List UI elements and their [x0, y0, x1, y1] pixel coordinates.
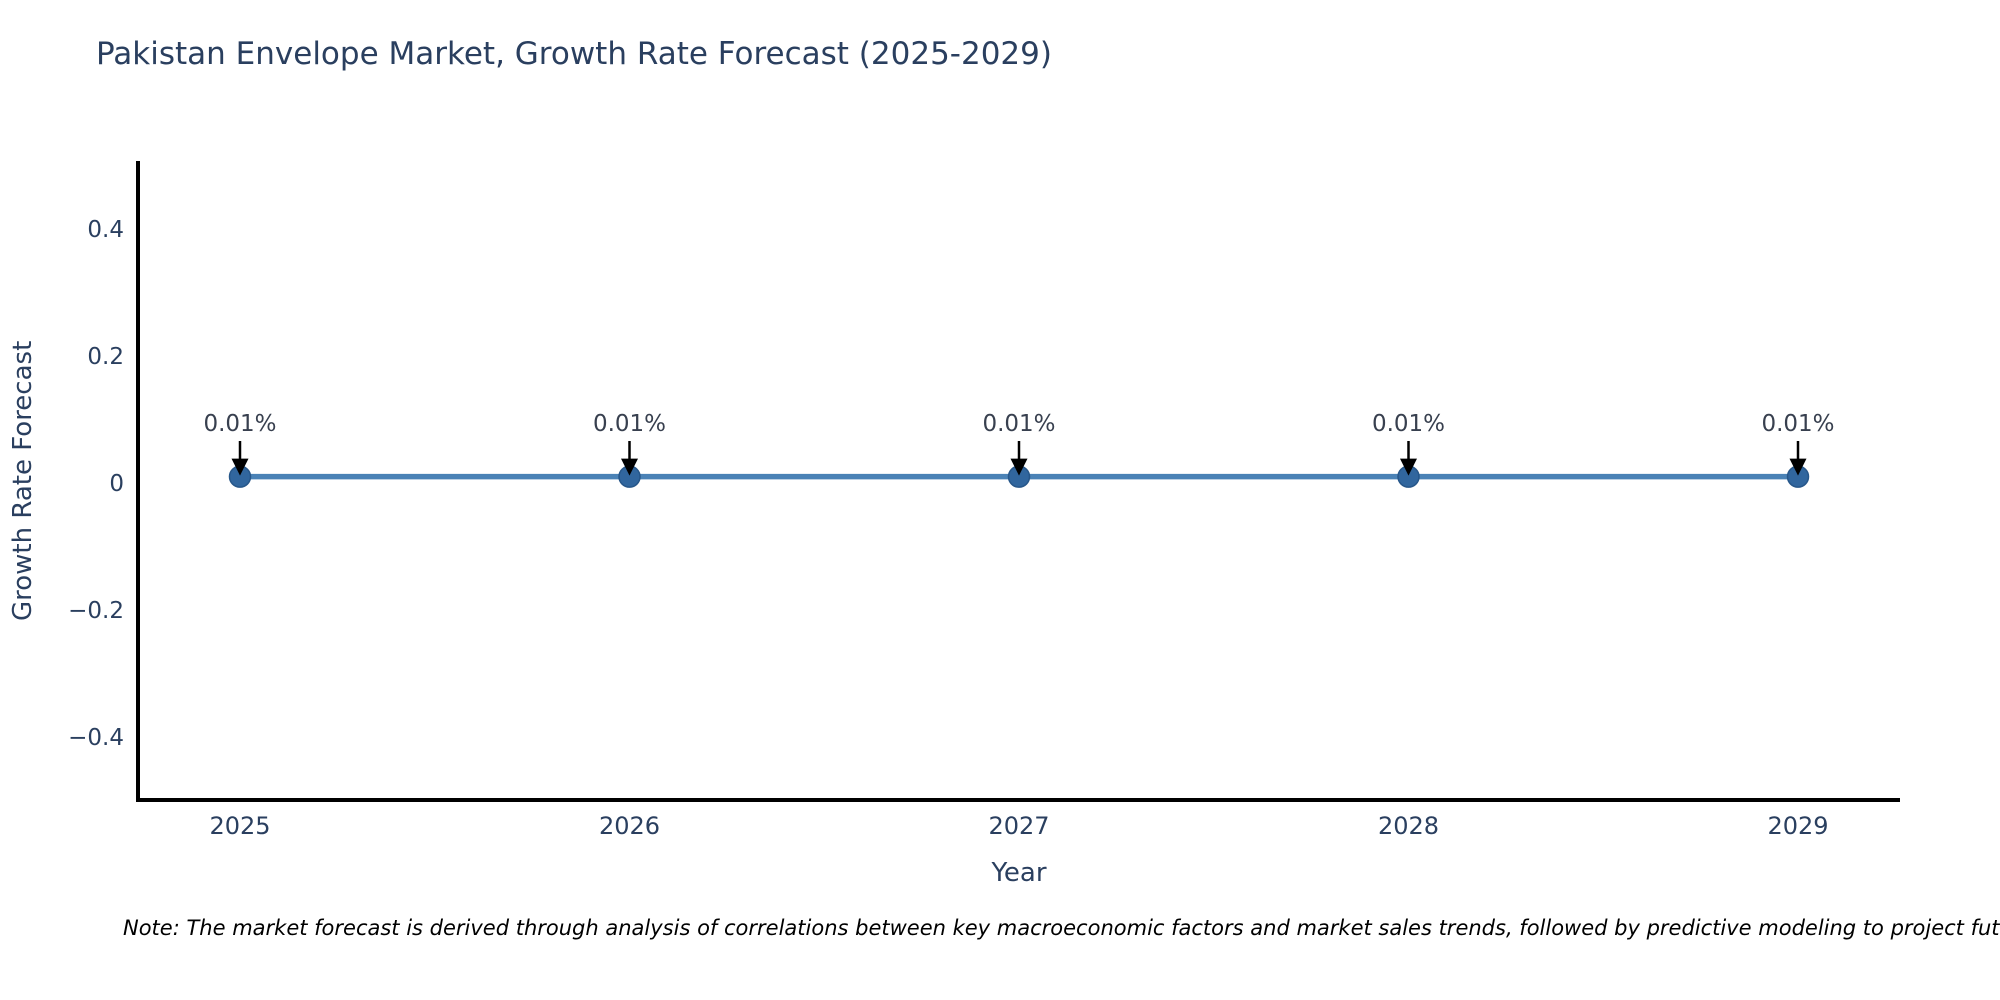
annotation-arrow-head-2028	[1400, 458, 1417, 476]
annotation-arrow-head-2025	[231, 458, 249, 476]
y-tick-label-0.4: 0.4	[87, 217, 124, 243]
annotation-arrow-head-2026	[621, 458, 638, 476]
y-tick-label-0: 0	[109, 471, 124, 497]
x-axis-title: Year	[991, 858, 1047, 888]
annotation-label-2028: 0.01%	[1372, 411, 1445, 437]
annotation-label-2029: 0.01%	[1761, 411, 1834, 437]
x-tick-label-2029: 2029	[1767, 812, 1828, 840]
annotation-label-2027: 0.01%	[982, 411, 1055, 437]
annotation-label-2026: 0.01%	[593, 411, 666, 437]
y-tick-label-0.2: 0.2	[87, 344, 124, 370]
annotation-label-2025: 0.01%	[203, 411, 276, 437]
annotation-arrow-head-2029	[1789, 458, 1807, 476]
y-tick-label--0.2: −0.2	[68, 598, 124, 624]
footnote: Note: The market forecast is derived thr…	[123, 916, 2000, 940]
x-tick-label-2027: 2027	[988, 812, 1049, 840]
x-tick-label-2028: 2028	[1378, 812, 1439, 840]
y-tick-label--0.4: −0.4	[68, 725, 124, 751]
annotation-arrow-head-2027	[1010, 458, 1028, 476]
x-tick-label-2025: 2025	[209, 812, 270, 840]
x-tick-label-2026: 2026	[599, 812, 660, 840]
chart-title: Pakistan Envelope Market, Growth Rate Fo…	[96, 36, 1052, 72]
